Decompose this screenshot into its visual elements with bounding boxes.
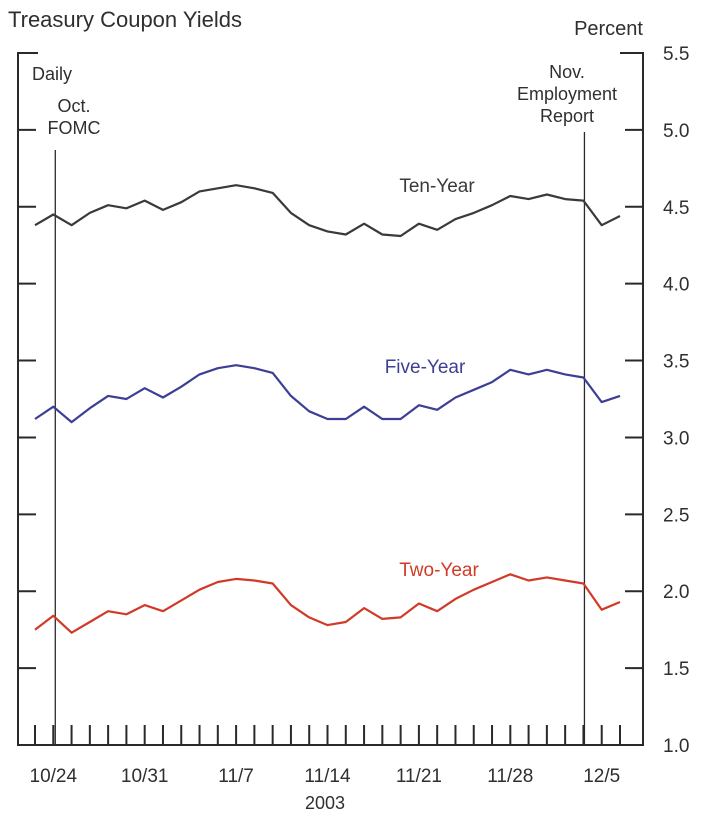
- x-tick-label-11-21: 11/21: [396, 766, 442, 787]
- series-line-ten-year: [34, 184, 621, 238]
- series-group: Ten-Year Five-Year Two-Year: [34, 176, 621, 634]
- series-label-five-year: Five-Year: [385, 357, 466, 378]
- nov-employment-report-label-2: Report: [540, 106, 594, 126]
- series-label-two-year: Two-Year: [399, 560, 479, 581]
- x-tick-label-11-7: 11/7: [218, 766, 254, 787]
- series-line-two-year: [34, 573, 621, 634]
- x-axis-year-label: 2003: [305, 793, 345, 813]
- y-axis-ticks: 1.0 1.5 2.0 2.5 3.0 3.5 4.0 4.5 5.0 5.5: [18, 44, 689, 757]
- chart-title: Treasury Coupon Yields: [8, 7, 242, 32]
- y-tick-label-8: 5.0: [663, 121, 689, 142]
- oct-fomc-label-1: FOMC: [48, 118, 101, 138]
- frequency-label: Daily: [32, 64, 72, 84]
- y-tick-label-2: 2.0: [663, 582, 689, 603]
- x-tick-label-11-14: 11/14: [304, 766, 351, 787]
- series-line-five-year: [34, 364, 621, 424]
- series-label-ten-year: Ten-Year: [399, 176, 475, 197]
- y-tick-label-1: 1.5: [663, 659, 689, 680]
- x-axis-ticks: 10/24 10/31 11/7 11/14 11/21 11/28 12/5: [30, 725, 621, 787]
- y-axis-unit-label: Percent: [574, 18, 643, 40]
- x-tick-label-10-24: 10/24: [30, 766, 78, 787]
- x-tick-label-11-28: 11/28: [487, 766, 533, 787]
- oct-fomc-label-0: Oct.: [57, 96, 90, 116]
- y-tick-label-7: 4.5: [663, 198, 689, 219]
- y-tick-label-3: 2.5: [663, 505, 689, 526]
- y-tick-label-0: 1.0: [663, 736, 689, 757]
- x-tick-label-12-5: 12/5: [583, 766, 620, 787]
- x-tick-label-10-31: 10/31: [121, 766, 169, 787]
- nov-employment-report-label-1: Employment: [517, 84, 617, 104]
- y-tick-label-5: 3.5: [663, 352, 689, 373]
- y-tick-label-9: 5.5: [663, 44, 689, 65]
- y-tick-label-6: 4.0: [663, 275, 689, 296]
- nov-employment-report-label-0: Nov.: [549, 62, 585, 82]
- y-tick-label-4: 3.0: [663, 428, 689, 449]
